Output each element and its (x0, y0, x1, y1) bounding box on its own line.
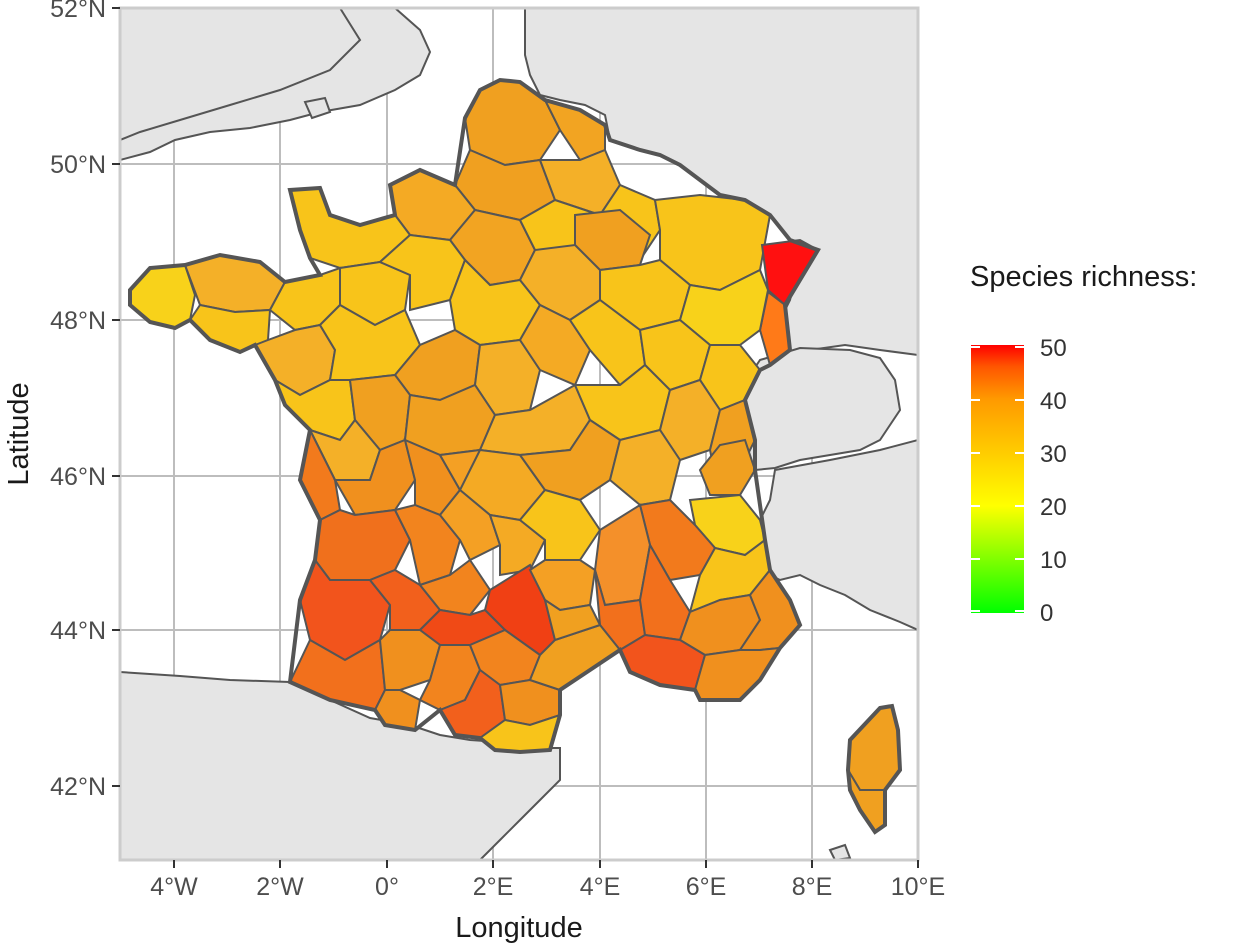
x-axis: 4°W 2°W 0° 2°E 4°E 6°E 8°E 10°E Longitud… (150, 860, 945, 944)
uk-lower-coast (120, 8, 362, 142)
legend-tick-label: 30 (1040, 441, 1067, 468)
x-axis-title: Longitude (455, 912, 582, 944)
x-tick-label: 2°E (473, 873, 514, 901)
legend-tick-label: 0 (1040, 600, 1053, 627)
france-outline (128, 77, 821, 755)
dept-gard (543, 597, 602, 642)
legend-tick-label: 10 (1040, 547, 1067, 574)
legend-colorbar (971, 345, 1024, 613)
sardinia-edge (828, 843, 852, 860)
x-tick-label: 10°E (891, 873, 945, 901)
y-tick-label: 48°N (50, 307, 106, 335)
x-tick-label: 4°E (580, 873, 621, 901)
legend: Species richness: 50 40 30 20 10 0 (970, 261, 1197, 627)
legend-tick-label: 40 (1040, 388, 1067, 415)
corsica-outline (845, 703, 903, 835)
x-tick-label: 2°W (256, 873, 304, 901)
y-tick-label: 42°N (50, 773, 106, 801)
legend-tick-label: 50 (1040, 335, 1067, 362)
legend-tick-label: 20 (1040, 494, 1067, 521)
y-tick-label: 52°N (50, 0, 106, 23)
panel-frame (118, 6, 920, 862)
x-tick-label: 0° (375, 873, 399, 901)
y-tick-label: 44°N (50, 617, 106, 645)
x-tick-label: 6°E (686, 873, 727, 901)
neighbour-countries (120, 8, 918, 860)
x-tick-label: 4°W (150, 873, 198, 901)
map-panel (120, 8, 918, 860)
y-axis: 52°N 50°N 48°N 46°N 44°N 42°N Latitude (3, 0, 120, 801)
y-tick-label: 46°N (50, 463, 106, 491)
y-tick-label: 50°N (50, 151, 106, 179)
legend-title: Species richness: (970, 261, 1197, 293)
dept-dordogne (393, 503, 462, 587)
france-departments (129, 78, 902, 834)
x-tick-label: 8°E (792, 873, 833, 901)
y-axis-title: Latitude (3, 382, 35, 485)
isle-of-wight (303, 96, 332, 120)
